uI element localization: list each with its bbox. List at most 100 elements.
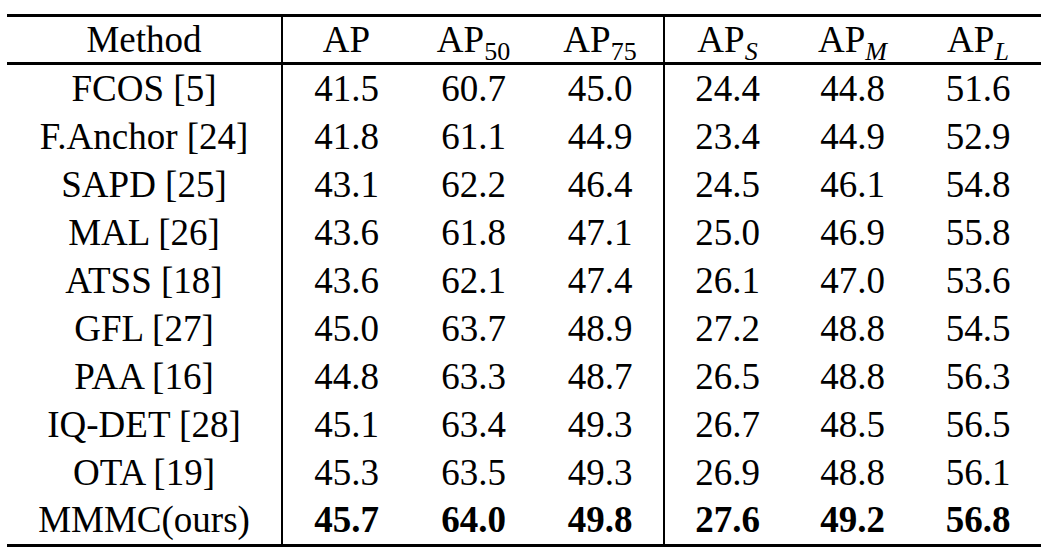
column-header-subscript: S [745,37,758,63]
value-cell-ap75: 48.9 [537,304,664,352]
value-cell-ap: 45.7 [282,496,410,545]
value-cell-ap: 43.1 [282,161,410,209]
table-row: FCOS [5]41.560.745.024.444.851.6 [7,64,1041,113]
method-cell: ATSS [18] [7,257,282,305]
table-row: MMMC(ours)45.764.049.827.649.256.8 [7,496,1041,545]
value-cell-ap-m: 48.5 [790,400,915,448]
value-cell-ap75: 47.4 [537,257,664,305]
table-row: OTA [19]45.363.549.326.948.856.1 [7,448,1041,496]
value-cell-ap-m: 47.0 [790,257,915,305]
column-header-ap-s: APS [664,16,790,64]
method-cell: GFL [27] [7,304,282,352]
value-cell-ap75: 45.0 [537,64,664,113]
column-header-ap: AP [282,16,410,64]
value-cell-ap-l: 56.3 [915,352,1041,400]
table-row: MAL [26]43.661.847.125.046.955.8 [7,209,1041,257]
column-header-label: Method [86,19,201,60]
value-cell-ap-l: 55.8 [915,209,1041,257]
value-cell-ap: 45.1 [282,400,410,448]
table-header: MethodAPAP50AP75APSAPMAPL [7,16,1041,64]
table-body: FCOS [5]41.560.745.024.444.851.6F.Anchor… [7,64,1041,546]
value-cell-ap50: 63.7 [410,304,537,352]
value-cell-ap-l: 51.6 [915,64,1041,113]
value-cell-ap75: 49.8 [537,496,664,545]
column-header-subscript: L [994,37,1008,63]
column-header-label: AP [947,19,994,60]
value-cell-ap: 44.8 [282,352,410,400]
column-header-subscript: M [865,37,887,63]
value-cell-ap-s: 24.4 [664,64,790,113]
value-cell-ap-m: 46.9 [790,209,915,257]
value-cell-ap-m: 48.8 [790,304,915,352]
value-cell-ap-m: 48.8 [790,352,915,400]
value-cell-ap-m: 46.1 [790,161,915,209]
value-cell-ap75: 47.1 [537,209,664,257]
table-row: SAPD [25]43.162.246.424.546.154.8 [7,161,1041,209]
table-row: F.Anchor [24]41.861.144.923.444.952.9 [7,113,1041,161]
value-cell-ap: 45.3 [282,448,410,496]
column-header-subscript: 75 [611,37,637,63]
table-row: GFL [27]45.063.748.927.248.854.5 [7,304,1041,352]
header-row: MethodAPAP50AP75APSAPMAPL [7,16,1041,64]
table-row: ATSS [18]43.662.147.426.147.053.6 [7,257,1041,305]
value-cell-ap-l: 56.1 [915,448,1041,496]
value-cell-ap50: 61.1 [410,113,537,161]
method-cell: OTA [19] [7,448,282,496]
value-cell-ap-s: 27.6 [664,496,790,545]
column-header-label: AP [437,19,484,60]
method-cell: IQ-DET [28] [7,400,282,448]
column-header-label: AP [323,19,370,60]
value-cell-ap-m: 48.8 [790,448,915,496]
value-cell-ap-m: 44.8 [790,64,915,113]
value-cell-ap: 41.5 [282,64,410,113]
value-cell-ap75: 49.3 [537,400,664,448]
value-cell-ap-l: 56.8 [915,496,1041,545]
column-header-label: AP [818,19,865,60]
column-header-ap-m: APM [790,16,915,64]
value-cell-ap50: 63.4 [410,400,537,448]
value-cell-ap-l: 52.9 [915,113,1041,161]
value-cell-ap75: 44.9 [537,113,664,161]
method-cell: MMMC(ours) [7,496,282,545]
value-cell-ap75: 48.7 [537,352,664,400]
value-cell-ap-l: 56.5 [915,400,1041,448]
method-cell: FCOS [5] [7,64,282,113]
results-table: MethodAPAP50AP75APSAPMAPL FCOS [5]41.560… [7,14,1041,547]
column-header-label: AP [697,19,744,60]
value-cell-ap-s: 25.0 [664,209,790,257]
value-cell-ap-l: 54.5 [915,304,1041,352]
value-cell-ap-l: 53.6 [915,257,1041,305]
value-cell-ap-s: 23.4 [664,113,790,161]
value-cell-ap-s: 24.5 [664,161,790,209]
value-cell-ap50: 63.3 [410,352,537,400]
value-cell-ap-m: 44.9 [790,113,915,161]
table-row: PAA [16]44.863.348.726.548.856.3 [7,352,1041,400]
value-cell-ap50: 61.8 [410,209,537,257]
value-cell-ap-l: 54.8 [915,161,1041,209]
value-cell-ap-s: 26.1 [664,257,790,305]
value-cell-ap: 43.6 [282,209,410,257]
table-row: IQ-DET [28]45.163.449.326.748.556.5 [7,400,1041,448]
value-cell-ap: 43.6 [282,257,410,305]
method-cell: F.Anchor [24] [7,113,282,161]
column-header-subscript: 50 [484,37,510,63]
method-cell: PAA [16] [7,352,282,400]
value-cell-ap50: 62.1 [410,257,537,305]
column-header-method: Method [7,16,282,64]
column-header-ap-l: APL [915,16,1041,64]
method-cell: SAPD [25] [7,161,282,209]
method-cell: MAL [26] [7,209,282,257]
column-header-ap50: AP50 [410,16,537,64]
value-cell-ap50: 63.5 [410,448,537,496]
value-cell-ap75: 49.3 [537,448,664,496]
value-cell-ap-m: 49.2 [790,496,915,545]
value-cell-ap50: 60.7 [410,64,537,113]
value-cell-ap-s: 27.2 [664,304,790,352]
value-cell-ap50: 62.2 [410,161,537,209]
value-cell-ap75: 46.4 [537,161,664,209]
value-cell-ap50: 64.0 [410,496,537,545]
column-header-label: AP [563,19,610,60]
value-cell-ap-s: 26.5 [664,352,790,400]
column-header-ap75: AP75 [537,16,664,64]
value-cell-ap-s: 26.7 [664,400,790,448]
